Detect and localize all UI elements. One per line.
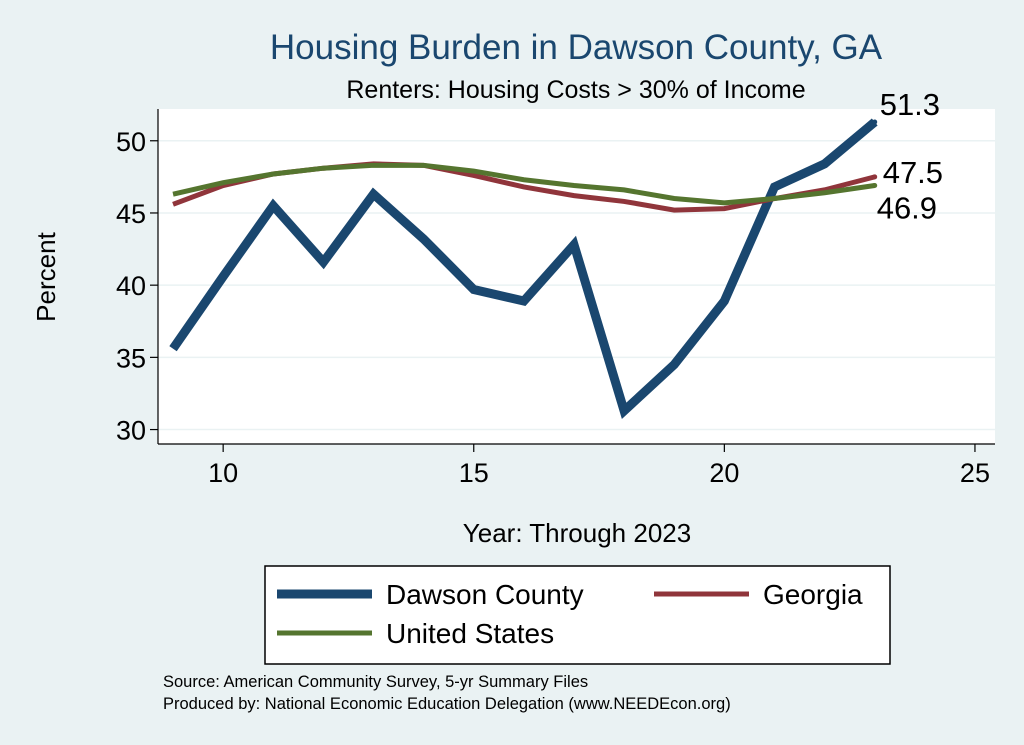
- series-end-point-dawson-county: [872, 119, 878, 125]
- legend-label-georgia: Georgia: [763, 579, 863, 610]
- end-labels: 51.3 47.546.9: [877, 87, 943, 226]
- grid-lines: [158, 140, 995, 431]
- series-end-point-united-states: [872, 183, 878, 189]
- end-label-united-states: 46.9: [877, 191, 937, 226]
- series-layer: [169, 118, 878, 419]
- legend-box: [264, 565, 891, 665]
- y-tick-label-30: 30: [116, 416, 146, 446]
- y-tick-label-35: 35: [116, 343, 146, 373]
- y-tick-label-45: 45: [116, 199, 146, 229]
- chart-title: Housing Burden in Dawson County, GA: [270, 28, 883, 67]
- end-label-dawson-county: 51.3: [880, 87, 940, 122]
- legend-label-united-states: United States: [386, 618, 554, 649]
- x-axis-title: Year: Through 2023: [463, 518, 691, 548]
- axes: 30 35 40 45 50 10 15 20 25: [116, 109, 995, 488]
- source-note: Source: American Community Survey, 5-yr …: [163, 673, 588, 691]
- y-tick-label-50: 50: [116, 127, 146, 157]
- producer-note: Produced by: National Economic Education…: [163, 695, 731, 713]
- series-line-united-states: [172, 162, 876, 206]
- legend-label-dawson-county: Dawson County: [386, 579, 584, 610]
- x-tick-label-20: 20: [709, 458, 739, 488]
- chart-subtitle: Renters: Housing Costs > 30% of Income: [346, 76, 805, 104]
- series-line-dawson-county: [169, 118, 878, 419]
- y-axis-title: Percent: [31, 231, 61, 321]
- series-end-point-georgia: [872, 174, 878, 180]
- x-tick-label-10: 10: [208, 458, 238, 488]
- x-tick-label-15: 15: [459, 458, 489, 488]
- legend: Dawson County Georgia United States: [277, 579, 863, 649]
- y-tick-label-40: 40: [116, 271, 146, 301]
- x-tick-label-25: 25: [960, 458, 990, 488]
- end-label-georgia: 47.5: [883, 155, 943, 190]
- plot-area: [158, 109, 995, 444]
